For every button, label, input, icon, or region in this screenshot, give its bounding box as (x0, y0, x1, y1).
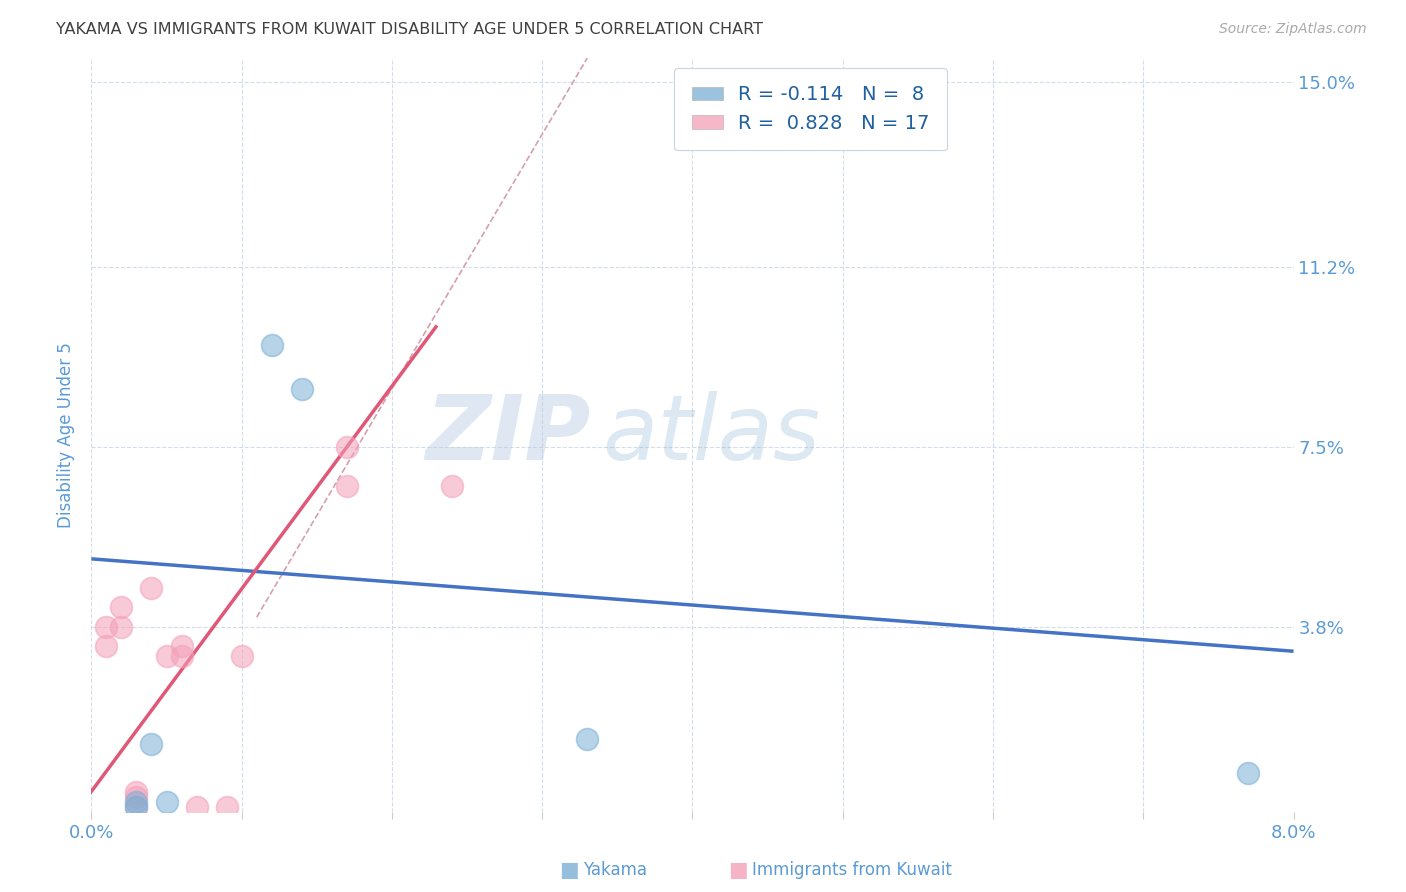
Text: YAKAMA VS IMMIGRANTS FROM KUWAIT DISABILITY AGE UNDER 5 CORRELATION CHART: YAKAMA VS IMMIGRANTS FROM KUWAIT DISABIL… (56, 22, 763, 37)
Text: ZIP: ZIP (425, 391, 591, 479)
Point (260, 338, 283, 352)
Text: ■: ■ (560, 860, 579, 880)
Point (141, 737, 163, 751)
Point (125, 800, 148, 814)
Point (125, 790, 148, 805)
Legend: R = -0.114   N =  8, R =  0.828   N = 17: R = -0.114 N = 8, R = 0.828 N = 17 (673, 68, 948, 151)
Point (576, 731, 599, 746)
Point (291, 382, 314, 396)
Point (186, 800, 208, 814)
Point (336, 479, 359, 493)
Point (336, 440, 359, 454)
Text: Yakama: Yakama (583, 861, 648, 879)
Point (110, 600, 132, 615)
Text: atlas: atlas (602, 391, 820, 479)
Point (96, 620, 118, 634)
Y-axis label: Disability Age Under 5: Disability Age Under 5 (58, 342, 76, 528)
Point (231, 649, 253, 664)
Point (141, 581, 163, 595)
Text: Source: ZipAtlas.com: Source: ZipAtlas.com (1219, 22, 1367, 37)
Point (215, 800, 238, 814)
Point (155, 649, 177, 664)
Point (125, 795, 148, 809)
Point (125, 785, 148, 799)
Text: ■: ■ (728, 860, 748, 880)
Text: Immigrants from Kuwait: Immigrants from Kuwait (752, 861, 952, 879)
Point (125, 800, 148, 814)
Point (170, 649, 193, 664)
Point (110, 620, 132, 634)
Point (440, 479, 463, 493)
Point (170, 640, 193, 654)
Point (96, 640, 118, 654)
Point (155, 795, 177, 809)
Point (1237, 765, 1260, 780)
